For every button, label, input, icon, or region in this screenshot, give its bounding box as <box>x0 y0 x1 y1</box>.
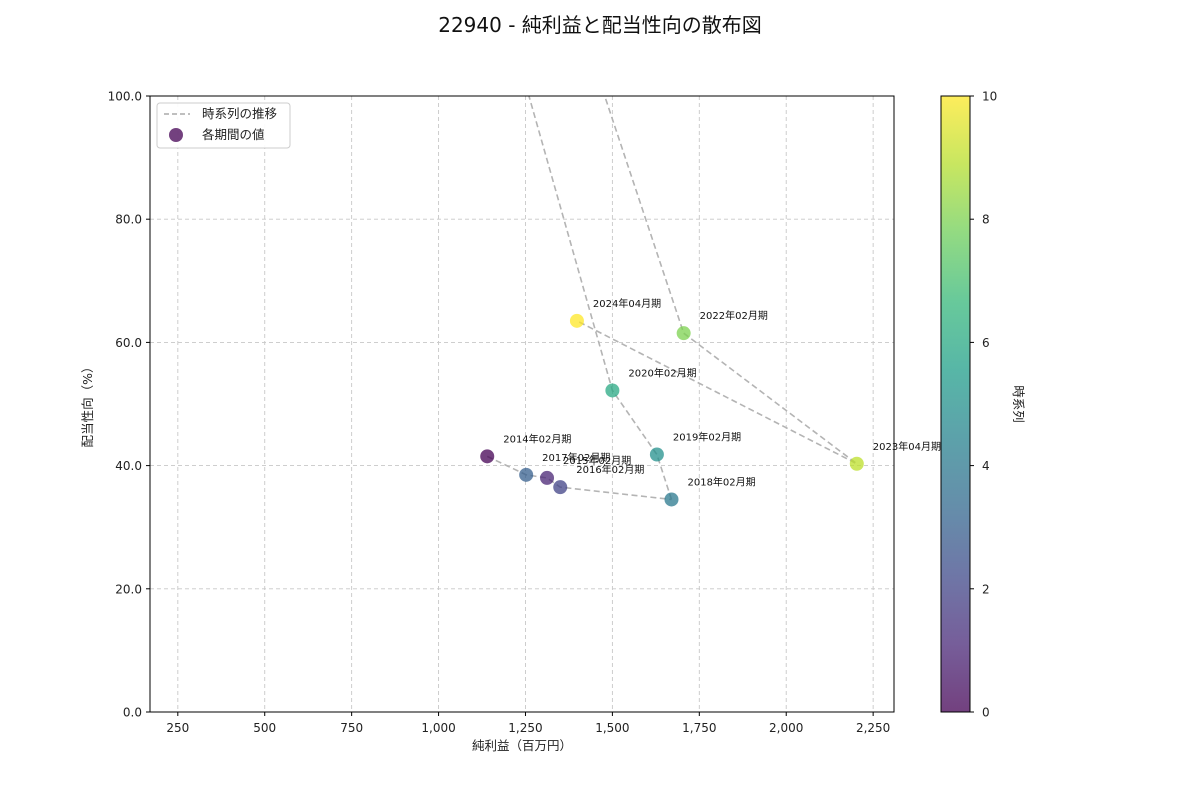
data-points <box>480 313 864 507</box>
x-tick-label: 1,250 <box>508 721 542 735</box>
x-tick-label: 1,000 <box>421 721 455 735</box>
data-point <box>664 492 679 507</box>
data-point <box>605 383 620 398</box>
data-point <box>553 480 568 495</box>
x-axis-label: 純利益（百万円） <box>472 738 572 753</box>
chart-title: 22940 - 純利益と配当性向の散布図 <box>438 13 762 37</box>
point-label: 2017年02月期 <box>542 451 610 464</box>
trend-line <box>528 96 673 500</box>
data-point <box>540 470 555 485</box>
point-label: 2022年02月期 <box>700 309 768 322</box>
data-point <box>676 326 691 341</box>
colorbar-frame <box>940 95 971 713</box>
colorbar-tick-label: 10 <box>982 90 997 104</box>
data-point <box>569 313 584 328</box>
x-tick-label: 1,750 <box>682 721 716 735</box>
point-label: 2024年04月期 <box>593 297 661 310</box>
y-axis-label: 配当性向（%） <box>80 361 95 448</box>
y-tick-label: 60.0 <box>115 336 142 350</box>
point-label: 2020年02月期 <box>628 366 696 379</box>
data-point <box>519 467 534 482</box>
legend-marker-swatch <box>169 128 183 142</box>
plot-frame <box>149 95 895 713</box>
point-label: 2014年02月期 <box>503 432 571 445</box>
legend-box <box>156 102 291 149</box>
x-tick-label: 2,000 <box>769 721 803 735</box>
x-tick-label: 1,500 <box>595 721 629 735</box>
y-tick-label: 40.0 <box>115 459 142 473</box>
y-axis-ticks: 0.0 20.0 40.0 60.0 80.0 100.0 <box>108 90 150 720</box>
data-point <box>649 447 664 462</box>
y-tick-label: 20.0 <box>115 582 142 596</box>
colorbar-ticks: 0 2 4 6 8 10 <box>970 90 997 720</box>
y-tick-label: 100.0 <box>108 90 142 104</box>
data-point <box>480 449 495 464</box>
x-tick-label: 250 <box>166 721 189 735</box>
colorbar-label: 時系列 <box>1011 385 1026 423</box>
colorbar-tick-label: 0 <box>982 706 990 720</box>
colorbar: 0 2 4 6 8 10 時系列 <box>940 90 1026 720</box>
colorbar-tick-label: 4 <box>982 459 990 473</box>
legend-entry-trend: 時系列の推移 <box>202 106 277 121</box>
point-label: 2018年02月期 <box>687 475 755 488</box>
legend: 時系列の推移 各期間の値 <box>156 102 291 149</box>
grid <box>150 95 894 713</box>
colorbar-tick-label: 6 <box>982 336 990 350</box>
legend-entry-values: 各期間の値 <box>202 127 265 142</box>
point-label: 2023年04月期 <box>873 440 941 453</box>
point-label: 2019年02月期 <box>673 431 741 444</box>
point-label: 2015年02月期 <box>563 454 631 467</box>
trend-lines <box>486 96 858 501</box>
colorbar-tick-label: 8 <box>982 213 990 227</box>
trend-line <box>486 455 672 501</box>
colorbar-gradient <box>941 96 970 712</box>
x-tick-label: 750 <box>340 721 363 735</box>
x-tick-label: 500 <box>253 721 276 735</box>
x-axis-ticks: 250 500 750 1,000 1,250 1,500 1,750 2,000 2,250 <box>166 712 890 735</box>
data-point <box>849 456 864 471</box>
trend-line <box>576 96 858 465</box>
y-tick-label: 80.0 <box>115 213 142 227</box>
point-label: 2016年02月期 <box>576 463 644 476</box>
x-tick-label: 2,250 <box>856 721 890 735</box>
y-tick-label: 0.0 <box>123 706 142 720</box>
colorbar-tick-label: 2 <box>982 582 990 596</box>
